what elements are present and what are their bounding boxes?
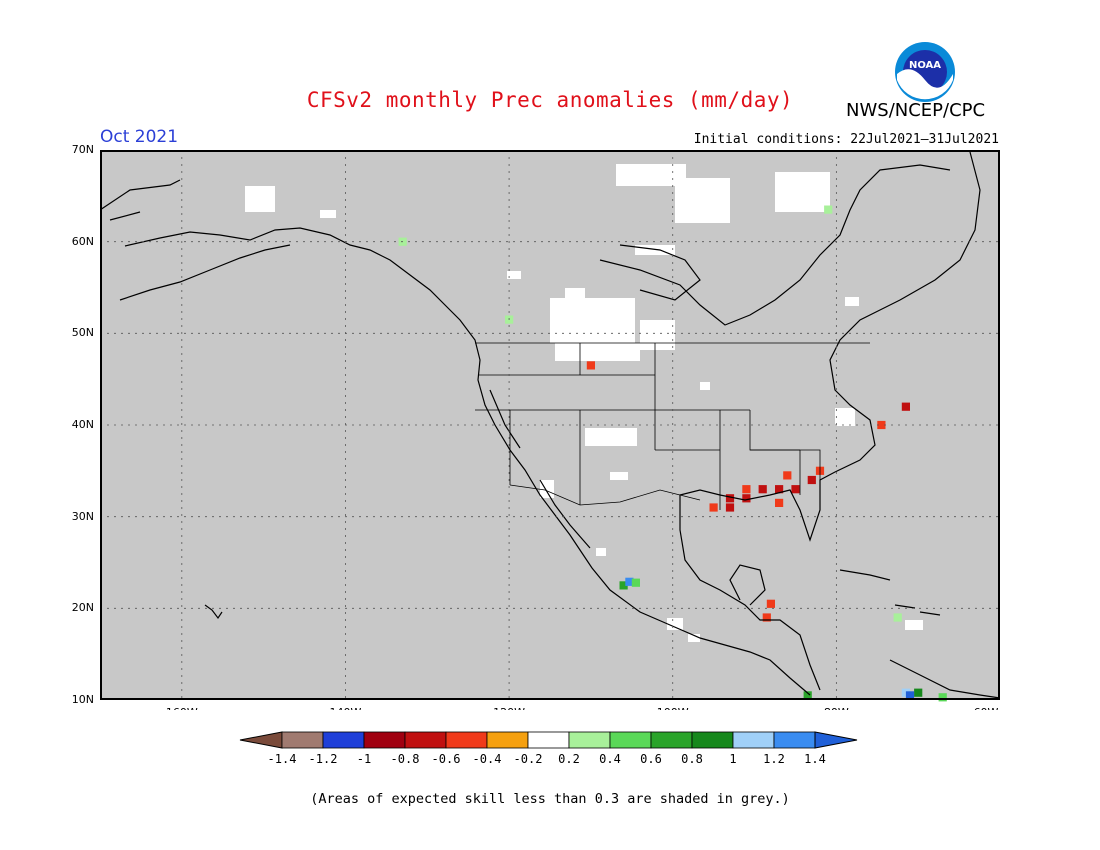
colorbar-box [281, 731, 324, 749]
anomaly-cell [791, 485, 800, 494]
colorbar-label: 1.4 [804, 752, 826, 766]
lat-tick-label: 10N [71, 693, 94, 706]
lat-tick-label: 70N [71, 143, 94, 156]
noaa-logo: NOAA [895, 42, 955, 102]
lat-tick-label: 40N [71, 418, 94, 431]
agency-label: NWS/NCEP/CPC [846, 100, 986, 121]
colorbar-label: -1.4 [268, 752, 297, 766]
anomaly-cell [709, 503, 718, 512]
colorbar-label: 1.2 [763, 752, 785, 766]
anomaly-cell [905, 691, 915, 700]
lon-tick-label: 160W [166, 706, 198, 710]
colorbar-label: -0.6 [432, 752, 461, 766]
anomaly-cell [938, 693, 947, 702]
lon-tick-label: 140W [330, 706, 362, 710]
colorbar-box [650, 731, 693, 749]
anomaly-cell [893, 613, 902, 622]
anomaly-cell [631, 578, 640, 587]
anomaly-cell [586, 361, 595, 370]
precip-anomaly-map: 160W 140W 120W 100W 80W 60W [100, 150, 1000, 710]
anomaly-cell [775, 485, 784, 494]
anomaly-cell [783, 471, 792, 480]
colorbar-label: 0.4 [599, 752, 621, 766]
colorbar-label: 0.8 [681, 752, 703, 766]
colorbar-label: 0.6 [640, 752, 662, 766]
anomaly-cell [914, 688, 923, 697]
anomaly-cell [758, 485, 767, 494]
colorbar-box [568, 731, 611, 749]
anomaly-cell [742, 485, 751, 494]
anomaly-cell [625, 577, 634, 586]
anomaly-cells [398, 205, 947, 702]
colorbar-arrow-left [239, 731, 283, 749]
colorbar-box [404, 731, 447, 749]
skill-note: (Areas of expected skill less than 0.3 a… [310, 791, 790, 807]
anomaly-cell [725, 503, 735, 512]
lon-tick-label: 100W [657, 706, 689, 710]
anomaly-cell [742, 494, 751, 503]
colorbar-box [363, 731, 406, 749]
colorbar-label: 1 [729, 752, 736, 766]
chart-title: CFSv2 monthly Prec anomalies (mm/day) [306, 88, 794, 112]
colorbar-label: -1.2 [309, 752, 338, 766]
colorbar-box [773, 731, 816, 749]
anomaly-cell [803, 691, 812, 700]
anomaly-cell [807, 475, 816, 485]
lat-tick-label: 30N [71, 509, 94, 523]
colorbar-box [732, 731, 775, 749]
map-frame [100, 150, 1000, 700]
noaa-logo-text: NOAA [909, 60, 941, 71]
low-anomaly-areas [245, 164, 923, 642]
lat-tick-label: 20N [71, 601, 94, 615]
colorbar-label: -0.4 [473, 752, 502, 766]
colorbar-label: -0.8 [391, 752, 420, 766]
anomaly-cell [619, 581, 628, 590]
colorbar-arrow-right [814, 731, 858, 749]
colorbar-box [322, 731, 365, 749]
initial-conditions: Initial conditions: 22Jul2021–31Jul2021 [693, 132, 999, 147]
anomaly-cell [824, 205, 833, 214]
anomaly-cell [762, 613, 771, 622]
colorbar-boxes [239, 731, 858, 749]
colorbar-box [486, 731, 529, 749]
lat-tick-label: 60N [71, 234, 94, 248]
gridlines [100, 150, 1000, 700]
lat-tick-label: 50N [71, 326, 94, 340]
anomaly-cell [766, 599, 775, 608]
longitude-labels: 160W 140W 120W 100W 80W 60W [166, 706, 999, 710]
colorbar-label: -1 [357, 752, 371, 766]
lon-tick-label: 60W [974, 706, 999, 710]
anomaly-cell [877, 420, 886, 430]
colorbar-box [609, 731, 652, 749]
state-borders [475, 342, 870, 510]
colorbar: -1.4 -1.2 -1 -0.8 -0.6 -0.4 -0.2 0.2 0.4 0.6 0.8 1 1… [239, 731, 858, 766]
anomaly-cell [725, 494, 735, 503]
forecast-period: Oct 2021 [100, 127, 179, 147]
colorbar-box [527, 731, 570, 749]
coastlines [100, 151, 1000, 699]
colorbar-label: 0.2 [558, 752, 580, 766]
lon-tick-label: 80W [824, 706, 849, 710]
anomaly-cell [775, 498, 784, 507]
colorbar-label: -0.2 [514, 752, 543, 766]
colorbar-labels: -1.4 -1.2 -1 -0.8 -0.6 -0.4 -0.2 0.2 0.4 0.6 0.8 1 1… [268, 752, 826, 766]
colorbar-box [445, 731, 488, 749]
anomaly-cell [901, 402, 910, 411]
colorbar-box [691, 731, 734, 749]
lon-tick-label: 120W [493, 706, 525, 710]
